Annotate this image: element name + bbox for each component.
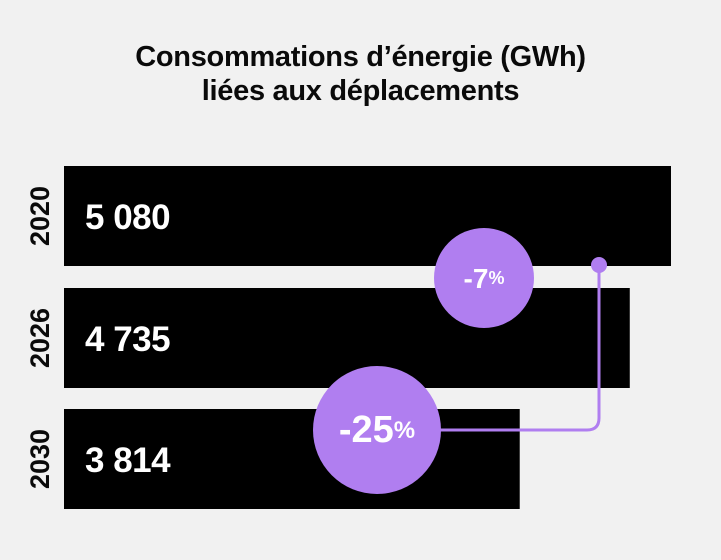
change-badge-label-2030: -25% xyxy=(339,409,415,451)
bar-value-label-2020: 5 080 xyxy=(85,198,170,237)
change-badge-unit: % xyxy=(394,417,415,444)
change-badge-2030 xyxy=(313,366,441,494)
chart-title-line-2: liées aux déplacements xyxy=(201,75,520,107)
bar-2020 xyxy=(64,166,671,266)
year-label-2026: 2026 xyxy=(25,308,55,368)
bar-value-label-2026: 4 735 xyxy=(85,320,170,359)
bar-2026 xyxy=(64,288,630,388)
chart-title: Consommations d’énergie (GWh) liées aux … xyxy=(0,40,721,108)
change-badge-label-2026: -7% xyxy=(464,263,505,294)
change-badge-unit: % xyxy=(488,268,504,288)
change-badge-value: -7 xyxy=(464,263,489,294)
change-badge-2026 xyxy=(434,228,534,328)
chart-title-line-1: Consommations d’énergie (GWh) xyxy=(135,41,586,73)
year-label-2030: 2030 xyxy=(25,429,55,489)
year-label-2020: 2020 xyxy=(25,186,55,246)
change-badge-value: -25 xyxy=(339,409,394,451)
bar-value-label-2030: 3 814 xyxy=(85,441,171,480)
connector-line xyxy=(439,265,601,432)
connector-dot xyxy=(591,257,607,273)
bar-2030 xyxy=(64,409,520,509)
